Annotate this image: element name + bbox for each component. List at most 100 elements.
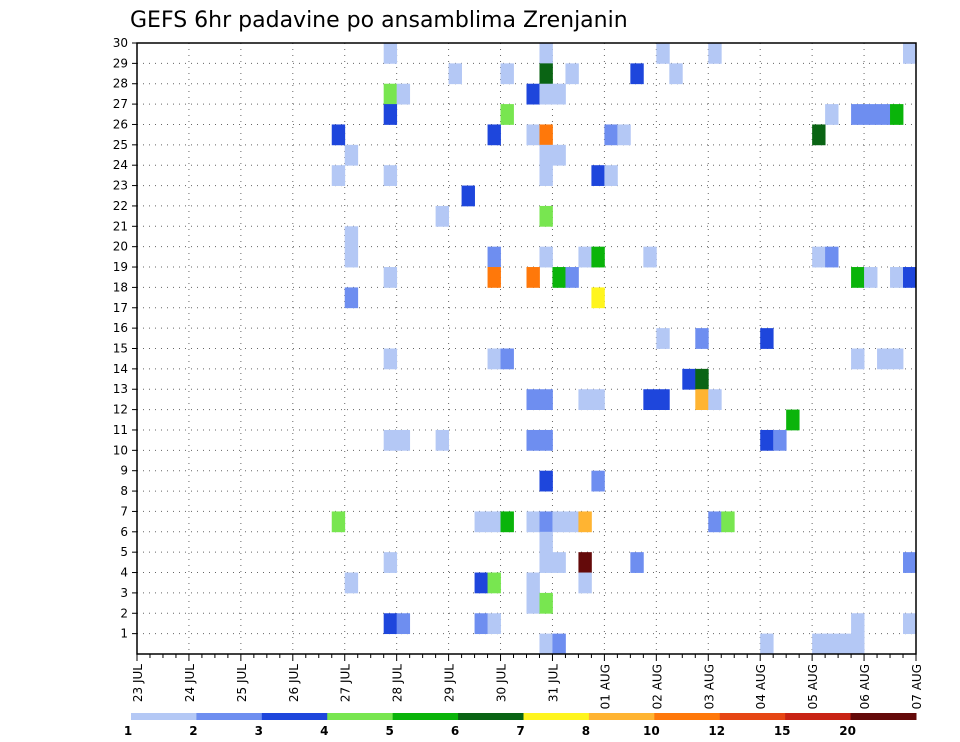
- heatmap-cell: [591, 165, 605, 186]
- y-tick-label: 5: [120, 545, 128, 559]
- y-tick-label: 17: [113, 301, 128, 315]
- heatmap-cell: [539, 43, 553, 64]
- heatmap-cell: [552, 83, 566, 105]
- heatmap-cell: [487, 572, 501, 594]
- heatmap-cell: [695, 328, 709, 349]
- x-tick-label: 30 JUL: [495, 664, 509, 702]
- heatmap-cell: [539, 531, 553, 553]
- heatmap-cell: [617, 124, 631, 146]
- y-tick-label: 2: [120, 606, 128, 620]
- heatmap-cell: [526, 429, 540, 451]
- heatmap-cell: [578, 246, 592, 268]
- chart-title: GEFS 6hr padavine po ansamblima Zrenjani…: [130, 8, 628, 33]
- heatmap-cell: [539, 246, 553, 268]
- y-tick-label: 7: [120, 504, 128, 518]
- y-tick-label: 8: [120, 484, 128, 498]
- heatmap-cell: [539, 165, 553, 186]
- y-tick-label: 11: [113, 423, 128, 437]
- colorbar-label: 6: [451, 724, 459, 738]
- heatmap-cell: [708, 511, 722, 533]
- heatmap-cell: [383, 552, 398, 573]
- colorbar-label: 4: [320, 724, 328, 738]
- heatmap-cell: [864, 104, 878, 125]
- heatmap-cell: [344, 144, 359, 166]
- heatmap-cell: [825, 633, 839, 655]
- heatmap-cell: [695, 389, 709, 410]
- heatmap-cell: [773, 429, 787, 451]
- heatmap-cell: [656, 389, 670, 410]
- x-tick-label: 27 JUL: [339, 664, 353, 702]
- colorbar-swatch: [327, 713, 394, 720]
- x-tick-label: 29 JUL: [443, 664, 457, 702]
- heatmap-cell: [552, 552, 566, 573]
- y-tick-label: 30: [113, 36, 128, 50]
- y-tick-label: 9: [120, 464, 128, 478]
- heatmap-cell: [500, 104, 514, 125]
- heatmap-cell: [864, 267, 878, 288]
- heatmap-cell: [500, 348, 514, 370]
- heatmap-cell: [383, 613, 398, 635]
- y-tick-label: 4: [120, 566, 128, 580]
- colorbar-label: 12: [708, 724, 725, 738]
- heatmap-cell: [565, 511, 579, 533]
- colorbar-label: 2: [189, 724, 197, 738]
- heatmap-cell: [539, 205, 553, 227]
- x-tick-label: 25 JUL: [235, 664, 249, 702]
- heatmap-cell: [552, 633, 566, 655]
- heatmap-cell: [708, 43, 722, 64]
- heatmap-cell: [500, 511, 514, 533]
- heatmap-cell: [331, 511, 346, 533]
- heatmap-cell: [630, 552, 644, 573]
- y-tick-label: 29: [113, 56, 128, 70]
- heatmap-cell: [539, 511, 553, 533]
- heatmap-cell: [760, 328, 774, 349]
- heatmap-cell: [604, 124, 618, 146]
- heatmap-cell: [344, 572, 359, 594]
- heatmap-cell: [552, 511, 566, 533]
- heatmap-cell: [682, 368, 696, 390]
- heatmap-cell: [539, 83, 553, 105]
- heatmap-cell: [903, 43, 917, 64]
- heatmap-cell: [526, 511, 540, 533]
- heatmap-cell: [656, 328, 670, 349]
- heatmap-cell: [474, 511, 488, 533]
- y-tick-label: 3: [120, 586, 128, 600]
- x-tick-label: 05 AUG: [806, 664, 820, 709]
- heatmap-cell: [565, 267, 579, 288]
- heatmap-cell: [656, 43, 670, 64]
- heatmap-cell: [786, 409, 800, 431]
- heatmap-cell: [695, 368, 709, 390]
- heatmap-cell: [474, 613, 488, 635]
- heatmap-cell: [461, 185, 475, 207]
- x-tick-label: 01 AUG: [598, 664, 612, 709]
- x-tick-label: 26 JUL: [287, 664, 301, 702]
- heatmap-cell: [812, 124, 826, 146]
- heatmap-cell: [435, 205, 449, 227]
- colorbar-label: 5: [385, 724, 393, 738]
- heatmap-cell: [903, 552, 917, 573]
- heatmap-cell: [552, 267, 566, 288]
- heatmap-cell: [539, 63, 553, 85]
- heatmap-cell: [591, 287, 605, 309]
- y-tick-label: 23: [113, 179, 128, 193]
- heatmap-cell: [890, 104, 904, 125]
- y-tick-label: 6: [120, 525, 128, 539]
- heatmap-cell: [474, 572, 488, 594]
- heatmap-cell: [903, 613, 917, 635]
- colorbar-label: 15: [774, 724, 791, 738]
- y-tick-label: 22: [113, 199, 128, 213]
- heatmap-cell: [539, 633, 553, 655]
- colorbar-swatch: [196, 713, 263, 720]
- heatmap-cell: [539, 429, 553, 451]
- colorbar-label: 20: [839, 724, 856, 738]
- heatmap-cell: [552, 144, 566, 166]
- y-axis-ticks: 1234567891011121314151617181920212223242…: [113, 36, 137, 641]
- heatmap-cell: [851, 348, 865, 370]
- y-tick-label: 12: [113, 403, 128, 417]
- heatmap-cell: [851, 267, 865, 288]
- x-tick-label: 23 JUL: [131, 664, 145, 702]
- y-tick-label: 16: [113, 321, 128, 335]
- heatmap-cell: [578, 572, 592, 594]
- heatmap-cell: [344, 226, 359, 248]
